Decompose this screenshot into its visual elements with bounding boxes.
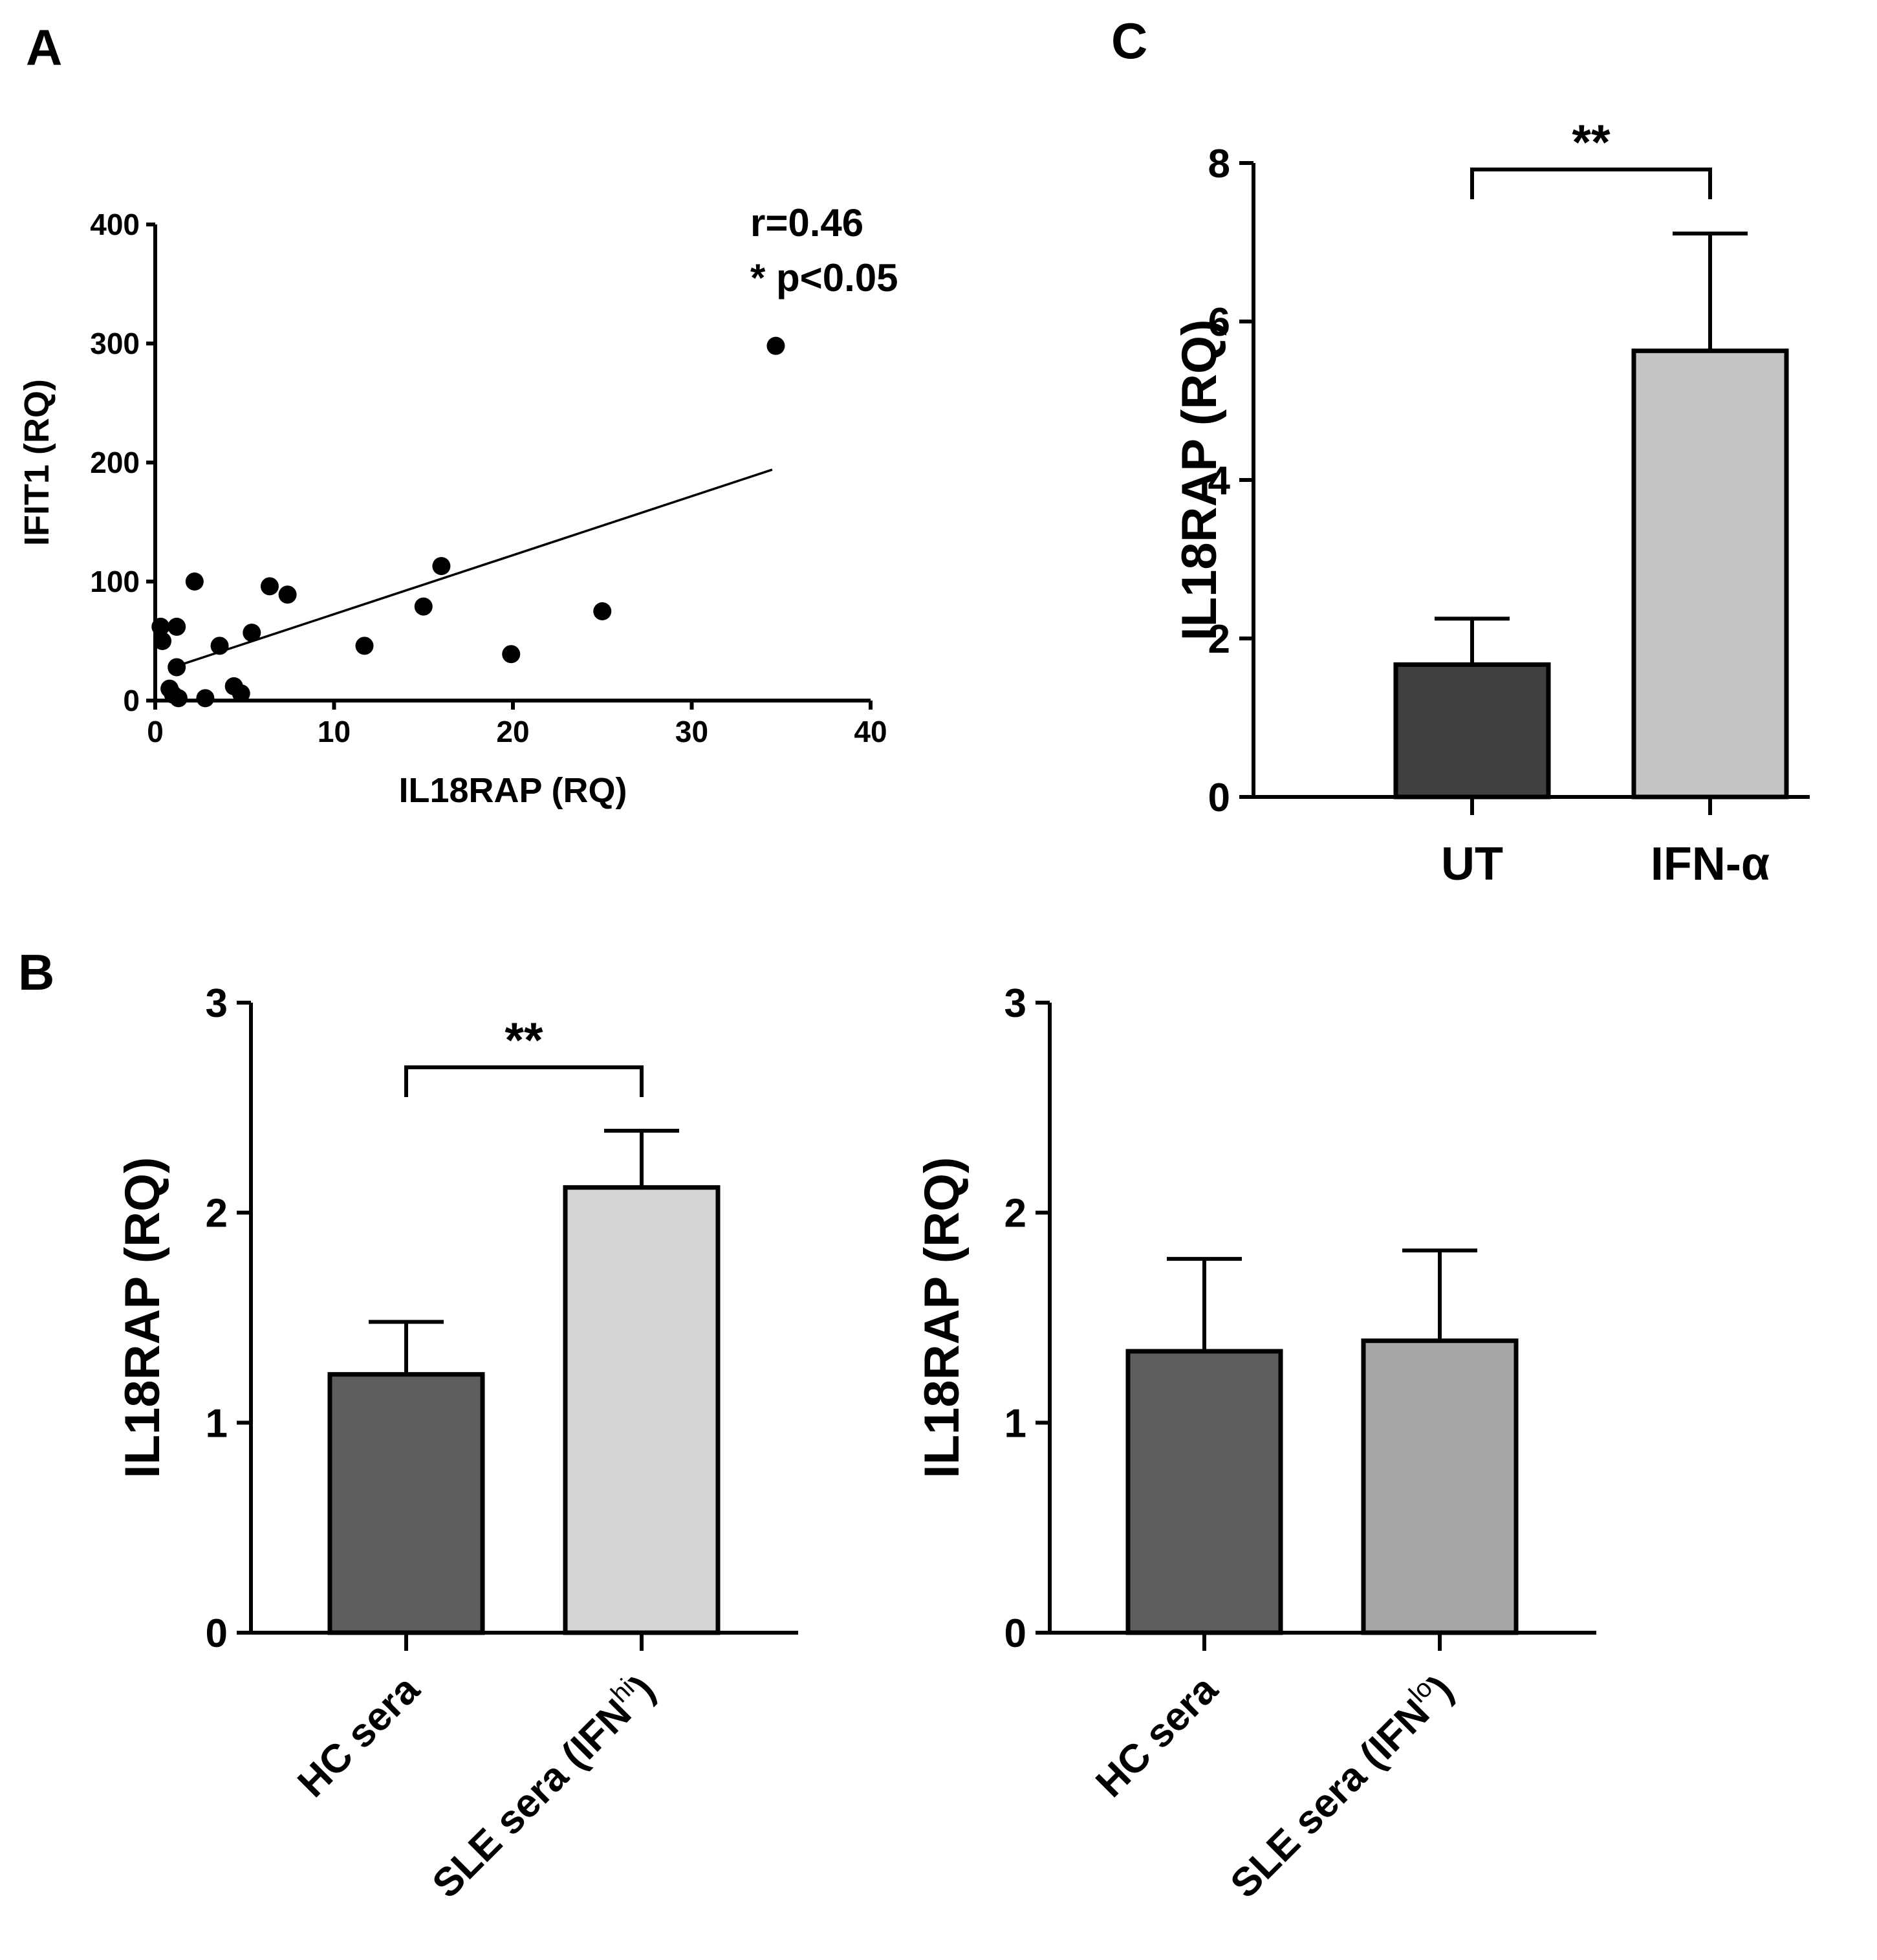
data-point bbox=[414, 597, 433, 616]
data-point bbox=[432, 557, 451, 576]
significance-marker: ** bbox=[1572, 115, 1611, 170]
bar bbox=[1361, 1338, 1519, 1635]
y-axis-label: IL18RAP (RQ) bbox=[1172, 320, 1227, 641]
data-point bbox=[153, 632, 172, 650]
significance-marker: ** bbox=[505, 1013, 543, 1068]
significance-bracket bbox=[1470, 168, 1712, 199]
annotation-p: * p<0.05 bbox=[750, 256, 898, 299]
y-tick-label: 6 bbox=[1208, 300, 1230, 345]
x-tick-label: 20 bbox=[496, 715, 529, 748]
data-point bbox=[168, 658, 186, 677]
data-point bbox=[355, 637, 374, 655]
category-text: SLE sera (IFN bbox=[1222, 1691, 1438, 1907]
x-category-label: SLE sera (IFNlo) bbox=[1219, 1664, 1462, 1907]
data-point bbox=[168, 617, 186, 636]
data-point bbox=[210, 637, 229, 655]
y-axis-label: IL18RAP (RQ) bbox=[115, 1157, 170, 1479]
y-tick-label: 2 bbox=[1004, 1192, 1026, 1236]
y-tick-label: 0 bbox=[123, 684, 140, 717]
y-tick-label: 4 bbox=[1208, 459, 1231, 503]
data-point bbox=[260, 577, 279, 596]
data-point bbox=[151, 617, 170, 636]
y-tick-label: 100 bbox=[90, 565, 140, 598]
panel-label-a: A bbox=[26, 19, 62, 76]
data-point bbox=[593, 602, 612, 620]
y-tick-label: 0 bbox=[206, 1611, 228, 1656]
x-axis-label: IL18RAP (RQ) bbox=[398, 771, 627, 810]
data-point bbox=[185, 572, 204, 591]
data-point bbox=[766, 336, 785, 355]
panel-label-b: B bbox=[18, 944, 54, 1001]
significance-bracket bbox=[404, 1065, 644, 1097]
bar bbox=[1393, 662, 1551, 800]
data-point bbox=[232, 684, 250, 702]
y-tick-label: 0 bbox=[1004, 1611, 1026, 1656]
category-text: HC sera bbox=[1087, 1667, 1226, 1806]
y-tick-label: 300 bbox=[90, 327, 140, 360]
x-tick-label: 0 bbox=[147, 715, 164, 748]
y-tick-label: 400 bbox=[90, 208, 140, 241]
x-category-label: HC sera bbox=[289, 1667, 428, 1806]
category-text: SLE sera (IFN bbox=[424, 1691, 640, 1907]
y-axis-label: IFIT1 (RQ) bbox=[17, 379, 56, 546]
y-axis-label: IL18RAP (RQ) bbox=[915, 1157, 970, 1479]
y-tick-label: 2 bbox=[1208, 617, 1230, 662]
data-point bbox=[243, 624, 261, 642]
annotation-r: r=0.46 bbox=[750, 201, 863, 245]
x-category-label: HC sera bbox=[1087, 1667, 1226, 1806]
bar bbox=[563, 1185, 721, 1635]
data-point bbox=[502, 645, 521, 664]
x-tick-label: 10 bbox=[318, 715, 351, 748]
bar bbox=[327, 1372, 485, 1635]
x-tick-label: 30 bbox=[675, 715, 708, 748]
y-tick-label: 200 bbox=[90, 446, 140, 479]
regression-line bbox=[169, 468, 773, 670]
x-tick-label: 40 bbox=[854, 715, 887, 748]
y-tick-label: 1 bbox=[206, 1401, 228, 1446]
y-tick-label: 0 bbox=[1208, 776, 1230, 820]
category-text: HC sera bbox=[289, 1667, 428, 1806]
panel-label-c: C bbox=[1111, 12, 1147, 69]
x-category-label: SLE sera (IFNhi) bbox=[421, 1664, 664, 1907]
bar bbox=[1631, 348, 1789, 800]
y-tick-label: 2 bbox=[206, 1192, 228, 1236]
data-point bbox=[196, 689, 215, 708]
panel-a: A 0 100 200 300 400 0 10 20 30 40 IL18RAP (RQ) IFIT1… bbox=[17, 19, 898, 810]
x-category-label: IFN-α bbox=[1651, 838, 1770, 890]
y-tick-label: 8 bbox=[1208, 142, 1230, 186]
y-tick-label: 3 bbox=[1004, 981, 1026, 1026]
data-point bbox=[278, 585, 297, 604]
y-tick-label: 1 bbox=[1004, 1401, 1026, 1446]
y-tick-label: 3 bbox=[206, 981, 228, 1026]
panel-c: C 0 2 4 6 8 IL18RAP (RQ) UT IFN-α ** bbox=[1111, 12, 1810, 890]
data-point bbox=[169, 689, 188, 708]
x-category-label: UT bbox=[1441, 838, 1503, 890]
bar bbox=[1125, 1349, 1283, 1635]
